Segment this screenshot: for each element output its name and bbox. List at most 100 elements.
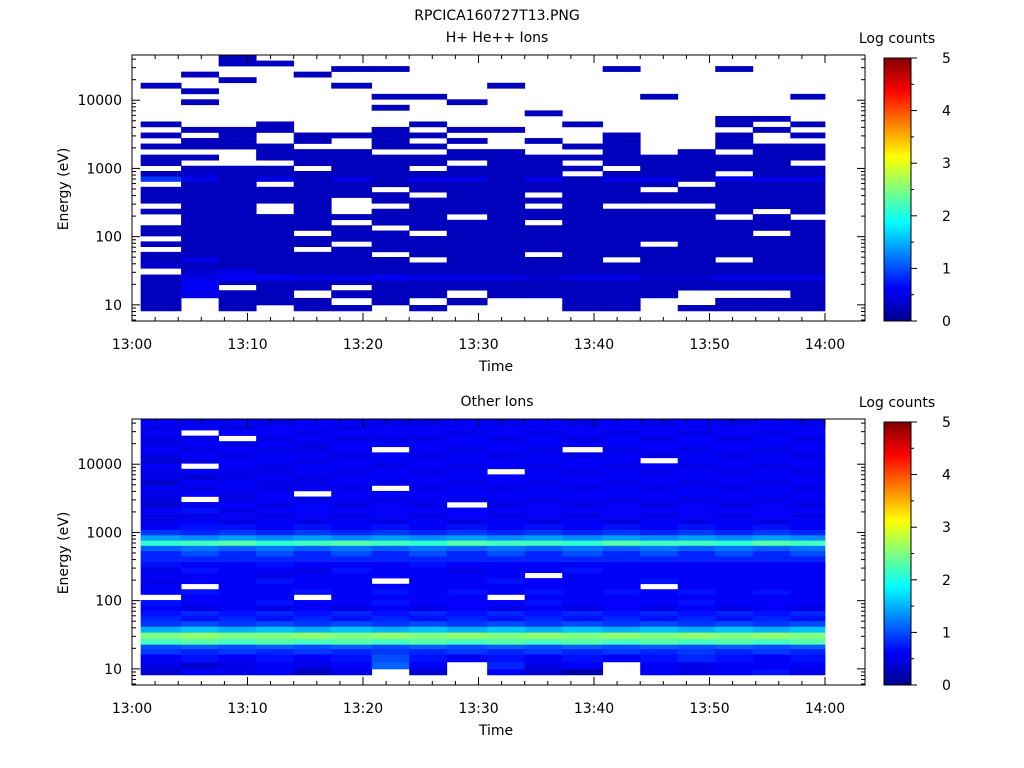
heatmap-cell xyxy=(790,430,826,436)
heatmap-cell xyxy=(602,610,641,617)
heatmap-cell xyxy=(446,621,488,627)
heatmap-cell xyxy=(218,610,257,617)
heatmap-cell xyxy=(790,661,826,670)
heatmap-cell xyxy=(293,638,332,645)
heatmap-cell xyxy=(409,171,448,177)
heatmap-cell xyxy=(640,214,679,221)
x-axis-label: Time xyxy=(478,359,513,375)
heatmap-cell xyxy=(293,452,332,459)
heatmap-cell xyxy=(524,186,563,193)
heatmap-cell xyxy=(256,192,295,198)
x-tick-label: 13:10 xyxy=(227,701,267,717)
heatmap-cell xyxy=(487,290,526,299)
heatmap-cell xyxy=(524,600,563,606)
heatmap-cell xyxy=(562,251,604,258)
heatmap-cell xyxy=(752,424,791,431)
heatmap-cell xyxy=(752,225,791,231)
y-tick-label: 100 xyxy=(95,594,122,610)
heatmap-cell xyxy=(181,644,220,650)
heatmap-cell xyxy=(181,262,220,269)
colorbar-tick-label: 4 xyxy=(942,104,951,120)
heatmap-cell xyxy=(293,154,332,161)
heatmap-cell xyxy=(715,251,754,258)
heatmap-cell xyxy=(640,496,679,503)
heatmap-cell xyxy=(487,626,526,633)
heatmap-cell xyxy=(218,632,257,639)
heatmap-cell xyxy=(487,669,526,676)
heatmap-cell xyxy=(331,262,373,269)
heatmap-cell xyxy=(752,446,791,453)
heatmap-cell xyxy=(602,430,641,436)
heatmap-cell xyxy=(293,138,332,144)
heatmap-cell xyxy=(218,246,257,253)
heatmap-cell xyxy=(446,274,488,281)
heatmap-cell xyxy=(715,138,754,144)
heatmap-cell xyxy=(677,463,716,470)
heatmap-cell xyxy=(256,578,295,585)
heatmap-cell xyxy=(331,524,373,531)
heatmap-cell xyxy=(140,468,182,475)
heatmap-cell xyxy=(487,441,526,448)
heatmap-cell xyxy=(752,305,791,312)
heatmap-cell xyxy=(487,241,526,248)
heatmap-cell xyxy=(677,583,716,590)
heatmap-cell xyxy=(602,529,641,536)
heatmap-cell xyxy=(752,181,791,188)
heatmap-cell xyxy=(752,524,791,531)
heatmap-cell xyxy=(487,556,526,562)
heatmap-cell xyxy=(140,578,182,585)
heatmap-cell xyxy=(715,468,754,475)
heatmap-cell xyxy=(524,524,563,531)
heatmap-cell xyxy=(181,257,220,263)
heatmap-cell xyxy=(140,540,182,546)
heatmap-cell xyxy=(715,621,754,627)
heatmap-cell xyxy=(371,176,410,182)
heatmap-cell xyxy=(752,186,791,193)
heatmap-cell xyxy=(140,154,182,161)
heatmap-cell xyxy=(181,457,220,464)
heatmap-cell xyxy=(181,246,220,253)
heatmap-cell xyxy=(409,132,448,139)
heatmap-cell xyxy=(602,474,641,481)
heatmap-cell xyxy=(256,171,295,177)
heatmap-cell xyxy=(487,583,526,590)
heatmap-cell xyxy=(409,507,448,514)
heatmap-cell xyxy=(602,605,641,612)
heatmap-cell xyxy=(256,268,295,275)
heatmap-cell xyxy=(602,583,641,590)
heatmap-cell xyxy=(715,524,754,531)
heatmap-cell xyxy=(218,446,257,453)
heatmap-cell xyxy=(640,502,679,508)
heatmap-cell xyxy=(409,583,448,590)
heatmap-cell xyxy=(371,644,410,650)
heatmap-cell xyxy=(409,485,448,492)
heatmap-cell xyxy=(371,561,410,568)
heatmap-cell xyxy=(446,594,488,601)
heatmap-cell xyxy=(371,430,410,436)
heatmap-cell xyxy=(140,583,182,590)
heatmap-cell xyxy=(140,550,182,557)
heatmap-cell xyxy=(487,165,526,172)
heatmap-cell xyxy=(181,241,220,248)
heatmap-cell xyxy=(181,126,220,133)
heatmap-cell xyxy=(293,424,332,431)
heatmap-cell xyxy=(446,632,488,639)
heatmap-cell xyxy=(790,230,826,237)
heatmap-cell xyxy=(715,513,754,519)
panel-title: Other Ions xyxy=(460,394,533,410)
heatmap-cell xyxy=(218,644,257,650)
heatmap-cell xyxy=(256,550,295,557)
heatmap-cell xyxy=(562,305,604,312)
heatmap-cell xyxy=(715,160,754,167)
heatmap-cell xyxy=(140,121,182,128)
heatmap-cell xyxy=(562,474,604,481)
heatmap-cell xyxy=(715,280,754,286)
heatmap-cell xyxy=(331,268,373,275)
heatmap-cell xyxy=(256,572,295,579)
heatmap-cell xyxy=(677,589,716,595)
heatmap-cell xyxy=(715,419,754,425)
heatmap-cell xyxy=(752,452,791,459)
heatmap-cell xyxy=(524,518,563,525)
heatmap-cell xyxy=(409,176,448,182)
heatmap-cell xyxy=(602,236,641,242)
